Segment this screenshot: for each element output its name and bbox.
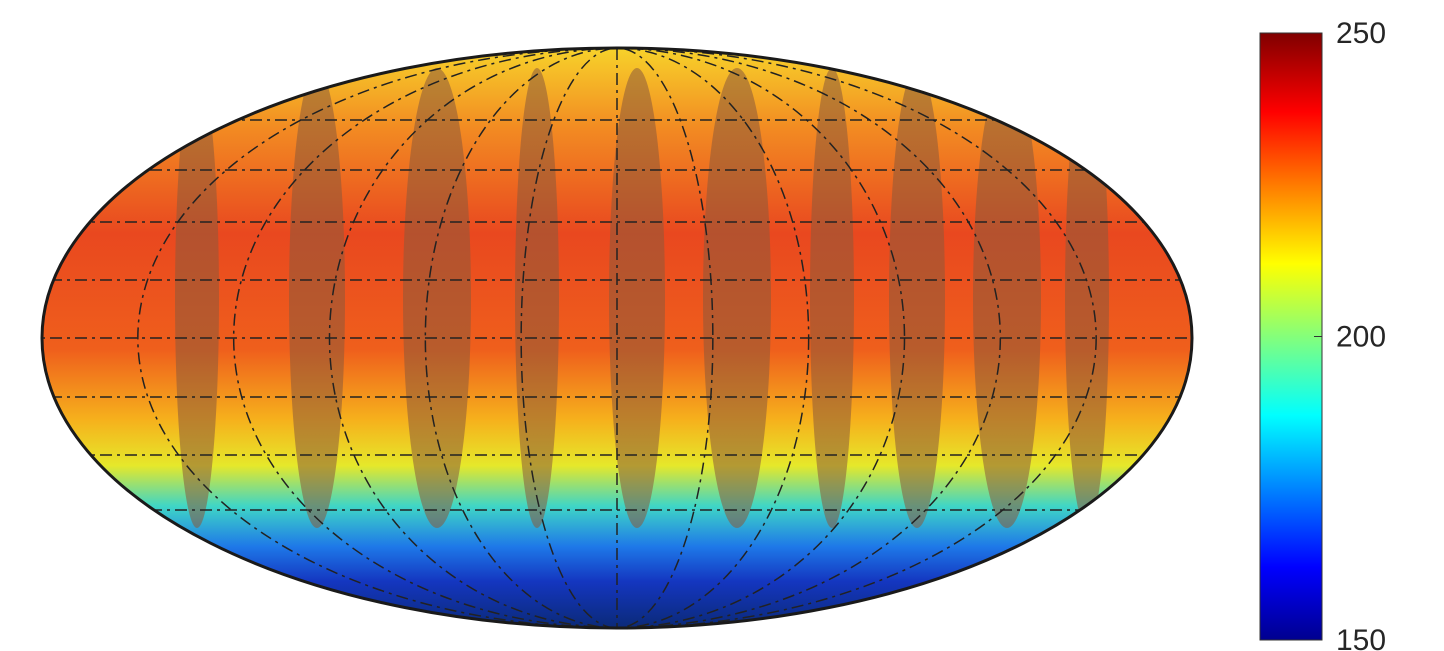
surface-strip <box>703 68 771 528</box>
surface-strip <box>889 68 945 528</box>
surface-strip <box>1065 68 1109 528</box>
colorbar-tick-label: 200 <box>1336 320 1386 353</box>
surface-strip <box>289 68 345 528</box>
colorbar-tick-label: 250 <box>1336 17 1386 50</box>
colorbar-tick-label: 150 <box>1336 624 1386 651</box>
surface-strip <box>175 68 219 528</box>
map-figure: 150 200 250 <box>0 0 1444 651</box>
surface-strip <box>403 68 471 528</box>
surface-strip <box>810 68 854 528</box>
colorbar <box>1260 33 1322 640</box>
map-surface <box>0 48 1240 628</box>
